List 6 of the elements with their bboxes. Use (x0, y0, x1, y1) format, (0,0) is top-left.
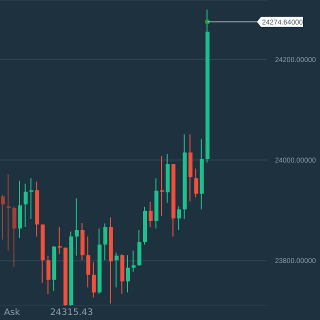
candlestick (6, 174, 11, 251)
text: Ask (4, 308, 20, 318)
candlestick (160, 156, 164, 216)
text: 24315.43 (50, 308, 94, 318)
candlestick (29, 178, 34, 219)
candlestick (58, 226, 62, 254)
